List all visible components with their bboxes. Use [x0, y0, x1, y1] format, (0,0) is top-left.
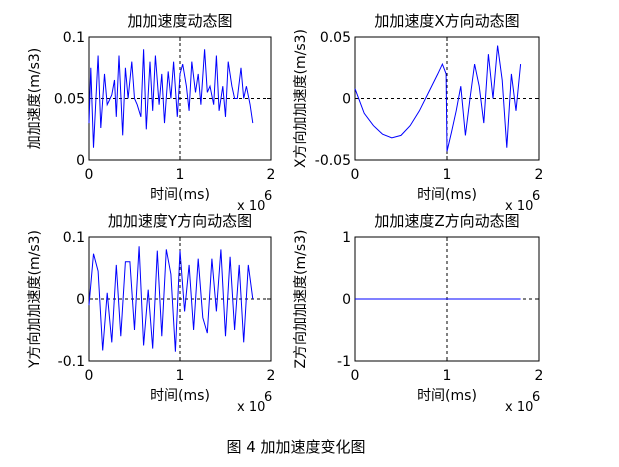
y-tick-label: 0: [76, 153, 85, 169]
subplot-title: 加加速度Z方向动态图: [374, 212, 519, 230]
y-axis-label: X方向加加速度(m/s3): [293, 29, 309, 168]
subplot-title: 加加速度动态图: [127, 12, 232, 30]
x-axis-label: 时间(ms): [150, 187, 210, 203]
x-tick-label: 2: [267, 167, 276, 183]
x-exponent-label: x 10: [505, 400, 533, 415]
figure-caption: 图 4 加加速度变化图: [226, 438, 365, 456]
y-tick-label: -1: [337, 354, 351, 370]
y-tick-label: 1: [342, 230, 351, 246]
y-tick-label: 0.05: [54, 92, 85, 108]
x-tick-label: 2: [535, 167, 544, 183]
x-tick-label: 1: [176, 368, 185, 384]
x-tick-label: 0: [85, 368, 94, 384]
x-exponent-power: 6: [264, 390, 272, 405]
x-tick-label: 0: [85, 167, 94, 183]
y-axis-label: Z方向加加速度(m/s3): [293, 229, 309, 368]
series-line-p1: [88, 49, 254, 148]
x-tick-label: 1: [443, 368, 452, 384]
y-tick-label: 0.1: [63, 230, 85, 246]
x-tick-label: 0: [351, 167, 360, 183]
x-exponent-power: 6: [264, 189, 272, 204]
x-exponent-label: x 10: [237, 400, 265, 415]
x-exponent-power: 6: [532, 390, 540, 405]
series-line-p3: [88, 246, 254, 352]
x-tick-label: 0: [351, 368, 360, 384]
series-line-p2: [354, 45, 522, 152]
x-exponent-label: x 10: [237, 199, 265, 214]
x-axis-label: 时间(ms): [150, 388, 210, 404]
x-axis-label: 时间(ms): [417, 388, 477, 404]
y-tick-label: -0.05: [315, 153, 351, 169]
x-tick-label: 1: [176, 167, 185, 183]
subplot-title: 加加速度X方向动态图: [374, 12, 519, 30]
x-axis-label: 时间(ms): [417, 187, 477, 203]
y-tick-label: 0.05: [320, 30, 351, 46]
y-axis-label: Y方向加加速度(m/s3): [27, 230, 43, 369]
y-tick-label: 0: [342, 92, 351, 108]
y-tick-label: 0.1: [63, 30, 85, 46]
y-axis-label: 加加速度(m/s3): [27, 48, 43, 149]
x-exponent-label: x 10: [505, 199, 533, 214]
x-tick-label: 2: [267, 368, 276, 384]
y-tick-label: 0: [76, 292, 85, 308]
x-tick-label: 1: [443, 167, 452, 183]
subplot-title: 加加速度Y方向动态图: [108, 212, 252, 230]
y-tick-label: -0.1: [58, 354, 85, 370]
y-tick-label: 0: [342, 292, 351, 308]
x-exponent-power: 6: [532, 189, 540, 204]
x-tick-label: 2: [535, 368, 544, 384]
